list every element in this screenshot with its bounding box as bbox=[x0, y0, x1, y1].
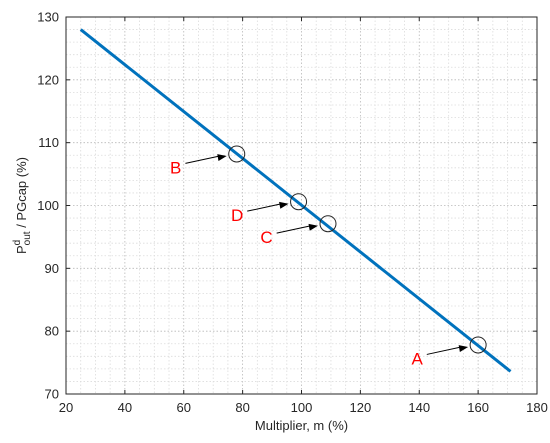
series-layer bbox=[79, 28, 512, 373]
annotation-arrow-shaft bbox=[426, 346, 462, 355]
y-tick-label: 130 bbox=[37, 10, 59, 25]
x-axis-label: Multiplier, m (%) bbox=[255, 418, 348, 433]
y-tick-label: 90 bbox=[45, 261, 59, 276]
grid bbox=[65, 16, 538, 395]
point-label: B bbox=[170, 158, 181, 177]
annotation-arrow-shaft bbox=[276, 225, 312, 234]
series-line bbox=[79, 28, 512, 373]
point-a: A bbox=[411, 336, 487, 368]
x-tick-label: 160 bbox=[467, 400, 489, 415]
point-label: D bbox=[231, 206, 243, 225]
point-marker bbox=[469, 336, 487, 354]
annotation-arrowhead bbox=[217, 154, 227, 162]
annotation-arrowhead bbox=[279, 201, 289, 209]
point-marker bbox=[319, 215, 337, 233]
y-tick-label: 120 bbox=[37, 72, 59, 87]
point-marker bbox=[290, 193, 308, 211]
point-c: C bbox=[260, 215, 337, 247]
x-tick-label: 80 bbox=[235, 400, 249, 415]
axis-ticks: 20 40 60 80 100 120 140 160 180 70 80 90 100 110 120 13… bbox=[37, 10, 548, 416]
x-tick-label: 60 bbox=[177, 400, 191, 415]
y-tick-label: 70 bbox=[45, 387, 59, 402]
annotation-arrow-shaft bbox=[185, 155, 220, 164]
x-tick-label: 20 bbox=[59, 400, 73, 415]
y-tick-label: 80 bbox=[45, 324, 59, 339]
point-d: D bbox=[231, 193, 308, 225]
y-tick-label: 100 bbox=[37, 198, 59, 213]
y-axis-label-rest: / PGcap (%) bbox=[14, 157, 29, 231]
x-tick-label: 100 bbox=[291, 400, 313, 415]
y-axis-label: Pdout / PGcap (%) bbox=[12, 157, 33, 254]
x-tick-label: 140 bbox=[408, 400, 430, 415]
y-axis-label-subscript: out bbox=[22, 231, 33, 245]
annotation-arrowhead bbox=[308, 223, 318, 231]
y-axis-label-base: P bbox=[14, 245, 29, 254]
point-marker bbox=[228, 145, 246, 163]
y-tick-label: 110 bbox=[38, 135, 59, 150]
annotation-arrowhead bbox=[458, 345, 469, 353]
point-b: B bbox=[170, 145, 246, 177]
annotated-points: B DC A bbox=[170, 145, 487, 368]
x-tick-label: 180 bbox=[526, 400, 548, 415]
x-tick-label: 120 bbox=[350, 400, 372, 415]
point-label: C bbox=[260, 228, 272, 247]
annotation-arrow-shaft bbox=[247, 203, 282, 212]
point-label: A bbox=[411, 349, 423, 368]
x-tick-label: 40 bbox=[118, 400, 132, 415]
y-axis-label-superscript: d bbox=[12, 240, 23, 246]
